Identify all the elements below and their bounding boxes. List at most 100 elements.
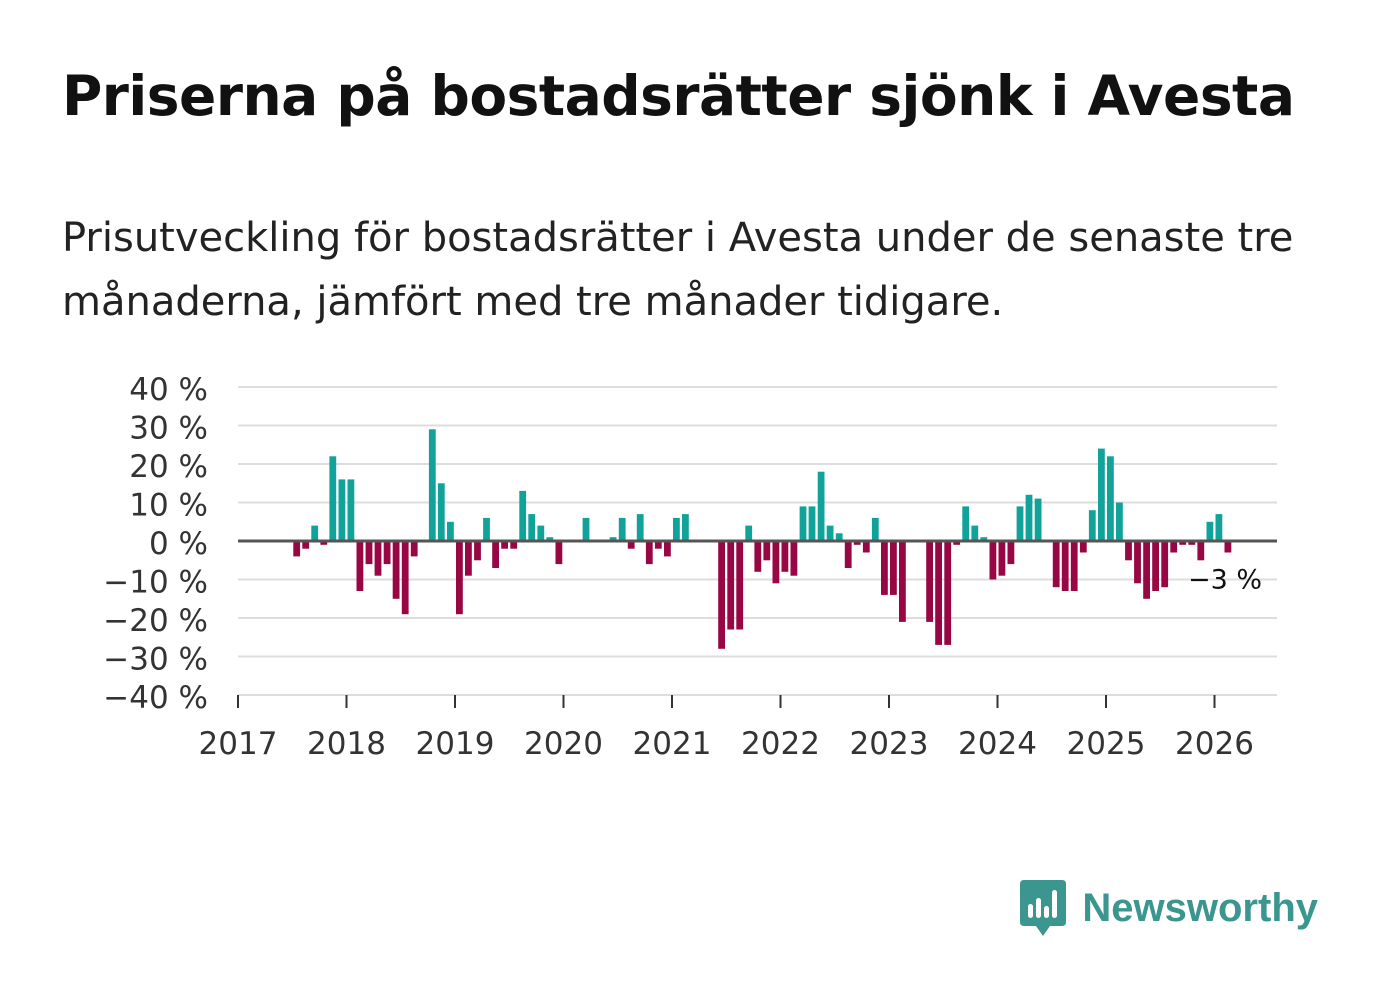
x-tick-label: 2018: [307, 726, 386, 762]
bar: [1007, 541, 1015, 565]
bar: [980, 537, 988, 541]
bar: [1125, 541, 1132, 561]
bar: [971, 525, 979, 541]
bar: [1098, 448, 1105, 541]
bar: [1170, 541, 1178, 553]
bar: [1152, 541, 1159, 591]
bar: [519, 490, 527, 541]
bar: [727, 541, 735, 630]
bar: [401, 541, 409, 615]
bar: [763, 541, 771, 561]
bar: [392, 541, 400, 599]
bar: [492, 541, 499, 568]
bar: [682, 514, 689, 541]
bar: [881, 541, 888, 595]
bar: [555, 541, 563, 565]
x-tick-label: 2019: [416, 726, 495, 762]
bar: [365, 541, 373, 565]
bar: [736, 541, 744, 630]
x-tick-label: 2025: [1067, 726, 1146, 762]
bar: [871, 517, 879, 541]
x-tick-label: 2017: [199, 726, 278, 762]
brand-name: Newsworthy: [1082, 885, 1318, 930]
bar: [745, 525, 753, 541]
bar: [510, 541, 518, 549]
bar: [1206, 521, 1214, 542]
bar: [817, 471, 825, 541]
bar: [311, 525, 319, 541]
bar: [293, 541, 301, 557]
bar: [772, 541, 780, 584]
bar: [474, 541, 481, 561]
bar: [1070, 541, 1078, 591]
bar: [374, 541, 382, 576]
bar: [826, 525, 834, 541]
x-tick-label: 2020: [524, 726, 603, 762]
bar: [645, 541, 653, 565]
bar: [844, 541, 852, 568]
bar: [582, 517, 590, 541]
x-tick-label: 2024: [958, 726, 1037, 762]
bar: [664, 541, 671, 557]
last-value-label: −3 %: [1188, 565, 1262, 596]
y-tick-label: −40 %: [103, 680, 208, 716]
brand-logo: Newsworthy: [1018, 878, 1318, 938]
newsworthy-logo-icon: [1020, 880, 1067, 936]
y-tick-label: −30 %: [103, 642, 208, 678]
bar: [302, 541, 310, 549]
bar: [799, 506, 807, 541]
x-tick-label: 2026: [1175, 726, 1254, 762]
grid-lines: [238, 386, 1277, 696]
y-tick-label: −20 %: [103, 603, 208, 639]
bar: [1088, 510, 1096, 541]
bar: [1179, 541, 1187, 545]
bar: [835, 533, 843, 541]
bar: [447, 521, 454, 542]
bar: [1116, 502, 1123, 541]
bar: [537, 525, 545, 541]
bar: [465, 541, 472, 576]
bar-chart: 40 %30 %20 %10 %0 %−10 %−20 %−30 %−40 % …: [103, 372, 1277, 762]
bar: [998, 541, 1006, 576]
bar: [1025, 494, 1033, 541]
bars: [293, 429, 1232, 649]
y-tick-label: 30 %: [129, 411, 208, 447]
bar: [862, 541, 870, 553]
chart-subtitle: Prisutveckling för bostadsrätter i Avest…: [62, 215, 1294, 325]
x-axis: 2017 2018 2019 2020 2021 2022 2023 2024 2025 2026: [199, 694, 1277, 762]
bar: [989, 541, 997, 580]
bar: [935, 541, 942, 645]
bar: [483, 517, 490, 541]
bar: [546, 537, 554, 541]
bar: [618, 517, 626, 541]
bar: [1143, 541, 1150, 599]
bar: [1215, 514, 1223, 541]
x-tick-label: 2021: [633, 726, 712, 762]
bar: [673, 517, 680, 541]
bar: [1188, 541, 1196, 545]
y-tick-label: 0 %: [149, 526, 208, 562]
bar: [609, 537, 617, 541]
bar: [781, 541, 789, 572]
bar: [410, 541, 418, 557]
bar: [944, 541, 952, 645]
bar: [899, 541, 906, 622]
bar: [953, 541, 961, 545]
bar: [1134, 541, 1141, 584]
bar: [636, 514, 644, 541]
bar: [1161, 541, 1169, 588]
bar: [501, 541, 508, 549]
bar: [718, 541, 725, 649]
x-tick-label: 2022: [741, 726, 820, 762]
bar: [356, 541, 364, 591]
bar: [528, 514, 536, 541]
bar: [1079, 541, 1087, 553]
bar: [1197, 541, 1205, 561]
y-tick-label: 10 %: [129, 488, 208, 524]
y-tick-label: 20 %: [129, 449, 208, 485]
y-axis-labels: 40 %30 %20 %10 %0 %−10 %−20 %−30 %−40 %: [103, 372, 208, 716]
bar: [853, 541, 861, 545]
bar: [926, 541, 933, 622]
bar: [437, 483, 445, 542]
bar: [890, 541, 897, 595]
